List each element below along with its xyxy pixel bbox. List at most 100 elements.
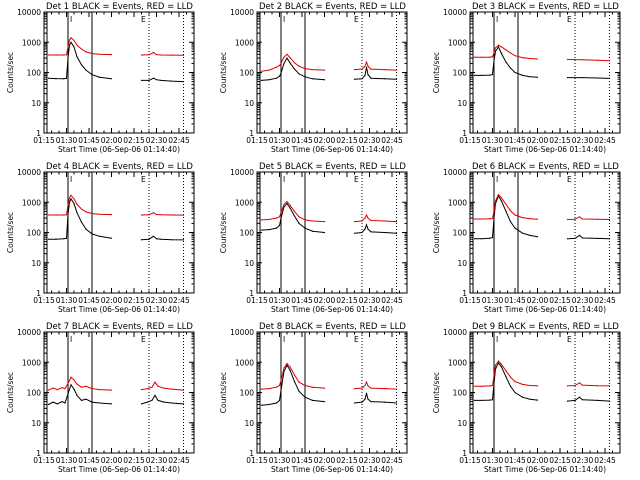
data-point xyxy=(370,219,372,222)
data-point xyxy=(493,375,495,377)
data-point xyxy=(76,203,78,205)
data-point xyxy=(61,387,63,389)
data-point xyxy=(481,399,483,401)
data-point xyxy=(98,53,101,55)
data-point xyxy=(521,217,524,219)
data-point xyxy=(283,62,285,64)
y-tick-label: 10000 xyxy=(230,8,254,17)
data-point xyxy=(505,49,507,51)
data-point xyxy=(80,386,83,388)
marker-letter-i: I xyxy=(70,335,72,344)
marker-letter-i: I xyxy=(496,335,498,344)
y-tick-label: 1000 xyxy=(235,198,254,207)
x-tick-label: 02:45 xyxy=(168,456,190,465)
data-point xyxy=(494,364,497,366)
data-point xyxy=(608,400,611,402)
data-point xyxy=(260,388,263,390)
x-tick-label: 02:45 xyxy=(594,136,616,145)
marker-letter-e: E xyxy=(567,175,572,184)
data-point xyxy=(278,75,281,77)
panel-title: Det 2 BLACK = Events, RED = LLD xyxy=(259,2,406,12)
series-events-line xyxy=(354,67,397,80)
data-point xyxy=(73,388,75,390)
y-axis-label: Counts/sec xyxy=(432,212,441,253)
data-point xyxy=(500,363,503,365)
data-point xyxy=(596,77,599,79)
data-point xyxy=(280,72,282,74)
data-point xyxy=(275,402,278,404)
x-tick-label: 02:00 xyxy=(101,296,123,305)
data-point xyxy=(353,69,356,71)
data-point xyxy=(596,237,599,239)
y-tick-label: 10 xyxy=(457,99,467,108)
y-tick-label: 10000 xyxy=(230,168,254,177)
data-point xyxy=(85,51,87,53)
x-tick-label: 01:30 xyxy=(269,296,291,305)
panel-det-4: Det 4 BLACK = Events, RED = LLD 01:15 01:3… xyxy=(6,162,195,314)
y-tick-label: 10000 xyxy=(230,328,254,337)
y-tick-label: 1000 xyxy=(235,358,254,367)
data-point xyxy=(298,73,300,75)
data-point xyxy=(353,402,356,404)
y-tick-label: 10000 xyxy=(443,168,467,177)
data-point xyxy=(68,39,71,41)
data-point xyxy=(73,379,75,381)
data-point xyxy=(182,54,185,56)
data-point xyxy=(47,54,50,56)
data-point xyxy=(566,400,569,402)
x-axis-label: Start Time (06-Sep-06 01:14:40) xyxy=(271,305,393,314)
data-point xyxy=(98,213,101,215)
data-point xyxy=(566,77,569,79)
data-point xyxy=(289,57,291,59)
y-tick-label: 1 xyxy=(36,449,41,458)
data-point xyxy=(91,213,93,215)
data-point xyxy=(367,228,369,230)
x-tick-label: 02:15 xyxy=(123,456,145,465)
marker-letter-i: I xyxy=(283,15,285,24)
data-point xyxy=(62,78,65,80)
panel-det-2: Det 2 BLACK = Events, RED = LLD 01:15 01:3… xyxy=(219,2,408,154)
x-tick-label: 02:15 xyxy=(549,296,571,305)
data-point xyxy=(493,210,495,212)
x-tick-label: 02:30 xyxy=(359,136,381,145)
data-point xyxy=(514,227,516,229)
data-point xyxy=(160,54,162,56)
data-point xyxy=(566,238,569,240)
data-point xyxy=(157,385,159,387)
marker-letter-e: E xyxy=(354,15,359,24)
data-point xyxy=(110,403,113,405)
x-tick-label: 02:30 xyxy=(146,456,168,465)
data-point xyxy=(365,214,368,216)
data-point xyxy=(505,210,507,212)
data-point xyxy=(536,218,539,220)
data-point xyxy=(170,80,173,82)
data-point xyxy=(52,387,54,389)
data-point xyxy=(268,79,270,81)
data-point xyxy=(488,385,491,387)
data-point xyxy=(500,53,503,55)
data-point xyxy=(148,238,150,240)
y-tick-label: 100 xyxy=(240,229,255,238)
data-point xyxy=(140,239,143,241)
series-lld-line xyxy=(354,213,397,223)
data-point xyxy=(491,74,494,76)
marker-letter-i: I xyxy=(496,15,498,24)
data-point xyxy=(395,402,398,404)
data-point xyxy=(146,388,149,390)
data-point xyxy=(67,57,69,59)
series-events-line xyxy=(261,364,325,406)
data-point xyxy=(170,402,173,404)
data-point xyxy=(581,59,584,61)
data-point xyxy=(364,398,366,400)
data-point xyxy=(293,62,296,64)
data-point xyxy=(521,383,524,385)
data-point xyxy=(68,201,71,203)
data-point xyxy=(574,218,576,220)
data-point xyxy=(278,224,281,227)
data-point xyxy=(473,218,476,220)
panel-det-8: Det 8 BLACK = Events, RED = LLD 01:15 01:3… xyxy=(219,322,408,474)
data-point xyxy=(47,403,50,406)
data-point xyxy=(500,197,503,199)
x-tick-label: 02:30 xyxy=(359,296,381,305)
